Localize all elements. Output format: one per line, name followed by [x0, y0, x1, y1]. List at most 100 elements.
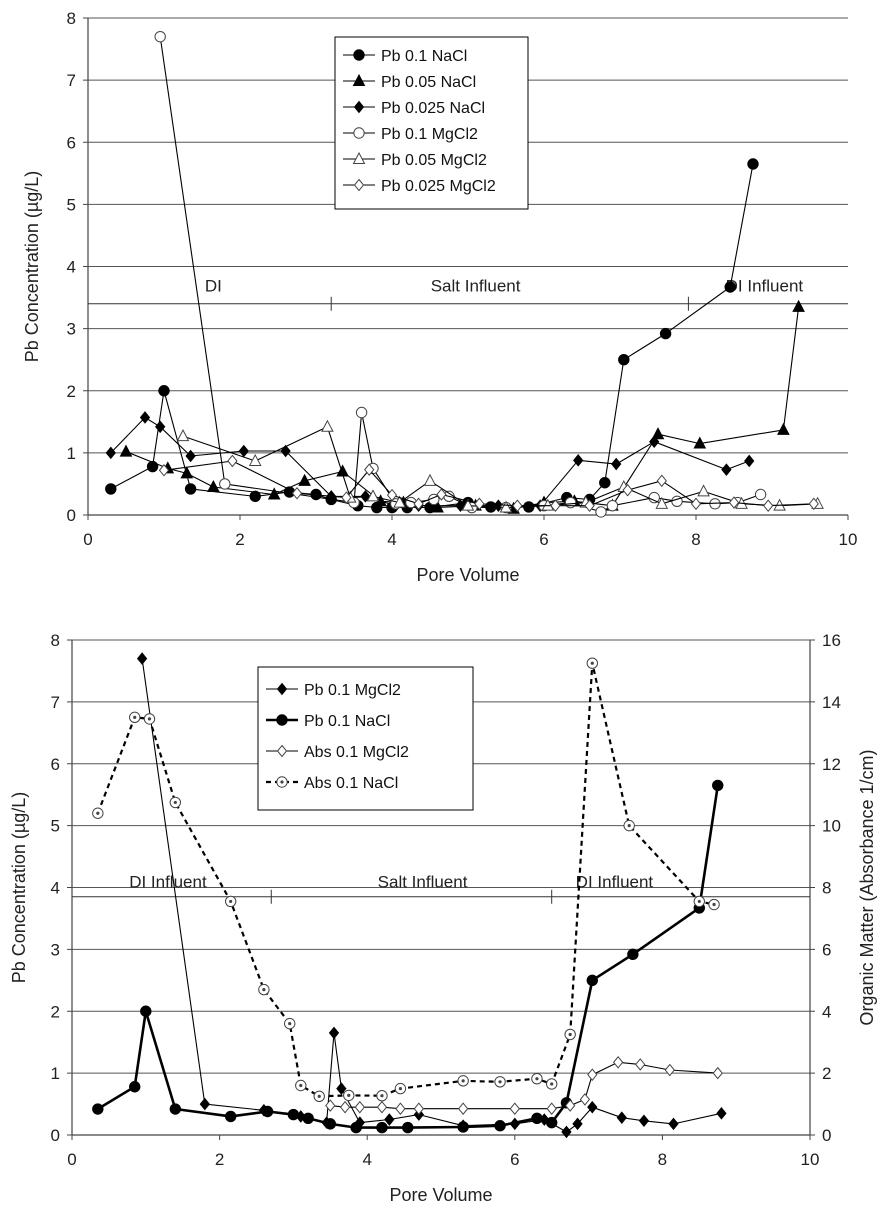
data-point	[402, 1121, 414, 1134]
legend-item: Pb 0.025 NaCl	[343, 100, 485, 117]
data-point	[158, 385, 170, 397]
y2-tick-label: 2	[822, 1064, 831, 1083]
y2-tick-label: 14	[822, 693, 841, 712]
data-point	[158, 463, 170, 477]
data-point	[712, 779, 724, 792]
series-line	[110, 163, 754, 509]
data-point	[587, 1100, 598, 1114]
data-point	[339, 1100, 351, 1114]
data-point	[531, 1112, 543, 1124]
data-point	[169, 1103, 182, 1115]
legend-label: Abs 0.1 NaCl	[304, 775, 398, 792]
data-point	[599, 476, 611, 489]
legend: Pb 0.1 MgCl2 Pb 0.1 NaCl Abs 0.1 MgCl2 Abs …	[257, 666, 474, 811]
data-point	[224, 895, 237, 908]
legend-item: Pb 0.1 MgCl2	[266, 682, 401, 699]
x-tick-label: 0	[67, 1150, 76, 1169]
data-point	[512, 499, 523, 512]
data-point	[612, 1056, 624, 1069]
data-point	[354, 1100, 365, 1114]
data-point	[531, 1072, 543, 1085]
x-tick-label: 2	[235, 530, 244, 549]
legend-item: Pb 0.05 NaCl	[343, 73, 476, 91]
legend-swatch-marker	[352, 151, 366, 164]
y-tick-label: 2	[51, 1002, 60, 1021]
data-point	[413, 497, 424, 511]
chart-top-pb-concentration: 0 2 4 6 8 10 0 1 2 3 4 5 6 7 8 Pore Volume Pb Concentrat…	[22, 9, 857, 585]
legend-label: Pb 0.05 MgCl2	[381, 152, 487, 169]
y2-tick-label: 12	[822, 755, 841, 774]
data-point	[431, 500, 444, 513]
data-point	[119, 444, 133, 457]
data-point	[298, 473, 311, 486]
legend-swatch-marker	[352, 73, 366, 86]
legend-swatch-marker	[276, 744, 288, 758]
data-point	[611, 457, 622, 471]
data-point	[546, 1102, 557, 1115]
data-point	[586, 974, 598, 987]
data-point	[295, 1079, 307, 1092]
y-tick-label: 4	[51, 879, 60, 898]
data-point	[754, 488, 767, 501]
data-point	[550, 499, 561, 512]
data-point	[777, 422, 790, 435]
legend-label: Pb 0.025 NaCl	[381, 100, 485, 117]
y2-tick-label: 4	[822, 1002, 831, 1021]
y-tick-label: 0	[67, 506, 76, 525]
data-point	[302, 1112, 314, 1124]
data-point	[313, 1090, 325, 1103]
data-point	[618, 353, 630, 366]
series-line	[97, 785, 720, 1129]
y2-tick-label: 0	[822, 1126, 831, 1145]
x-tick-labels: 0 2 4 6 8 10	[67, 1135, 819, 1169]
phase-annotation-di-influent: DI Influent	[129, 873, 207, 892]
data-point	[572, 1117, 583, 1131]
data-point	[457, 1121, 469, 1133]
y-tick-label: 6	[51, 755, 60, 774]
data-point	[693, 895, 705, 908]
data-point	[393, 495, 406, 508]
legend-label: Pb 0.05 NaCl	[381, 74, 476, 91]
legend-swatch-marker	[276, 714, 288, 726]
legend-label: Pb 0.1 MgCl2	[304, 682, 401, 699]
data-point	[146, 460, 159, 473]
data-point	[219, 478, 231, 490]
x-tick-label: 0	[83, 530, 92, 549]
y-tick-label: 7	[51, 693, 60, 712]
data-point	[321, 419, 334, 432]
x-tick-label: 4	[387, 530, 396, 549]
data-point	[712, 1066, 723, 1080]
data-point	[199, 1097, 210, 1111]
data-point	[659, 327, 672, 340]
data-point	[261, 1105, 274, 1118]
data-point	[808, 497, 819, 511]
y-tick-label: 8	[67, 9, 76, 28]
data-point	[716, 1107, 727, 1120]
legend-box	[334, 36, 529, 210]
phase-annotation-salt-influent: Salt Influent	[378, 873, 468, 892]
series-line	[330, 1061, 718, 1110]
data-point	[651, 427, 665, 440]
y-tick-label: 5	[67, 195, 76, 214]
data-point	[129, 711, 141, 724]
data-point	[185, 449, 196, 463]
y-tick-label: 8	[51, 631, 60, 650]
data-point	[341, 491, 352, 504]
data-point	[573, 454, 584, 467]
data-point	[384, 1113, 395, 1126]
data-point	[693, 436, 707, 449]
y-tick-labels: 0 1 2 3 4 5 6 7 8	[51, 631, 72, 1145]
data-point	[708, 898, 720, 911]
data-point	[606, 499, 619, 512]
data-point	[587, 1068, 598, 1081]
x-tick-label: 6	[539, 530, 548, 549]
legend-swatch-marker	[353, 49, 365, 61]
legend-box	[257, 666, 474, 811]
series-line	[96, 662, 715, 1098]
legend-swatch-marker	[276, 682, 288, 696]
data-point	[364, 463, 375, 476]
data-point	[638, 1114, 650, 1128]
gridlines	[72, 639, 810, 1074]
data-point	[376, 1121, 388, 1134]
